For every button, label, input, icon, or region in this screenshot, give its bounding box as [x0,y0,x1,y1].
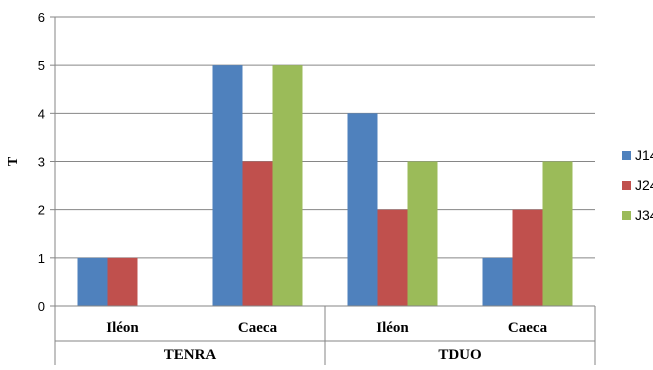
bar-j34 [407,161,438,306]
category-label: Caeca [238,320,278,336]
bar-j24 [242,161,273,306]
category-label: Caeca [508,320,548,336]
bar-j14 [347,113,378,306]
legend: J14 J24 J34 [622,147,653,223]
legend-label: J34 [635,207,653,223]
y-tick-label: 5 [38,58,45,73]
legend-label: J14 [635,147,653,163]
legend-swatch-j34 [622,211,631,220]
y-tick-label: 4 [38,106,45,121]
y-tick-label: 1 [38,251,45,266]
bar-j24 [512,209,543,306]
category-label: Iléon [106,320,139,336]
bar-j14 [212,65,243,307]
axes [50,16,596,365]
group-label: TENRA [164,347,217,363]
legend-swatch-j14 [622,151,631,160]
bar-j34 [272,65,303,307]
axis-labels: 0 1 2 3 4 5 6 Iléon Caeca Iléon Caeca TENRA TDUO [38,10,548,363]
y-tick-label: 2 [38,203,45,218]
group-label: TDUO [438,347,481,363]
y-tick-label: 0 [38,299,45,314]
bar-j24 [107,257,138,306]
y-tick-label: 6 [38,10,45,25]
legend-label: J24 [635,177,653,193]
bar-j14 [482,257,513,306]
legend-swatch-j24 [622,181,631,190]
bar-j24 [377,209,408,306]
category-label: Iléon [376,320,409,336]
bar-j14 [77,257,108,306]
y-axis-label: T [6,156,21,166]
bars [77,65,573,307]
y-tick-label: 3 [38,155,45,170]
bar-j34 [542,161,573,306]
